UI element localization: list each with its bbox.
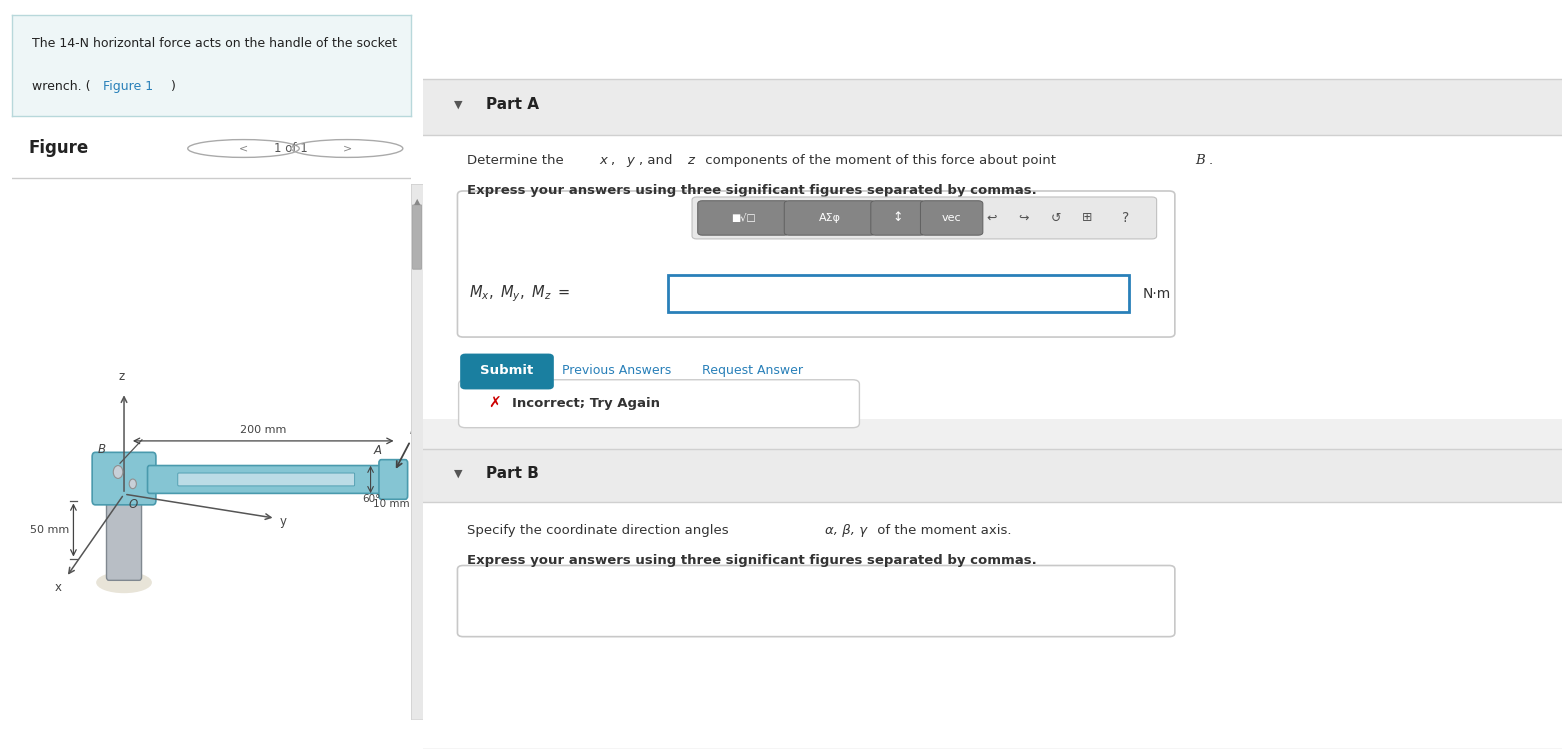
- Text: N·m: N·m: [1143, 287, 1172, 300]
- Text: Express your answers using three significant figures separated by commas.: Express your answers using three signifi…: [467, 554, 1036, 567]
- FancyBboxPatch shape: [870, 201, 925, 235]
- Text: ?: ?: [1122, 211, 1129, 225]
- FancyBboxPatch shape: [461, 354, 553, 389]
- FancyBboxPatch shape: [423, 79, 1562, 135]
- Text: ↺: ↺: [1051, 211, 1061, 225]
- Text: >: >: [342, 144, 351, 154]
- Text: F: F: [409, 424, 417, 437]
- Text: ↕: ↕: [892, 211, 903, 225]
- Text: B: B: [97, 443, 105, 456]
- Text: Previous Answers: Previous Answers: [562, 364, 672, 377]
- FancyBboxPatch shape: [692, 197, 1156, 239]
- Text: O: O: [128, 497, 137, 511]
- FancyBboxPatch shape: [458, 565, 1175, 637]
- FancyBboxPatch shape: [423, 449, 1562, 502]
- Text: Express your answers using three significant figures separated by commas.: Express your answers using three signifi…: [467, 184, 1036, 196]
- FancyBboxPatch shape: [423, 502, 1562, 749]
- Text: Specify the coordinate direction angles: Specify the coordinate direction angles: [467, 524, 733, 537]
- Text: Figure: Figure: [28, 139, 89, 157]
- FancyBboxPatch shape: [147, 466, 390, 494]
- Text: z: z: [119, 370, 125, 383]
- Text: x: x: [600, 154, 608, 166]
- FancyBboxPatch shape: [380, 460, 408, 500]
- Text: of the moment axis.: of the moment axis.: [873, 524, 1012, 537]
- Text: ↩: ↩: [987, 211, 997, 225]
- Text: wrench. (: wrench. (: [33, 79, 91, 93]
- Circle shape: [114, 466, 123, 479]
- Text: ▲: ▲: [414, 197, 420, 206]
- FancyBboxPatch shape: [669, 275, 1129, 312]
- Ellipse shape: [97, 571, 152, 593]
- Text: x: x: [55, 581, 62, 595]
- Text: α, β, γ: α, β, γ: [825, 524, 867, 537]
- Text: ■√□: ■√□: [731, 213, 756, 223]
- Text: y: y: [626, 154, 634, 166]
- Text: Part B: Part B: [486, 466, 539, 481]
- Text: A: A: [373, 443, 381, 457]
- Text: ↪: ↪: [1018, 211, 1029, 225]
- Text: Submit: Submit: [480, 364, 533, 377]
- Text: ▼: ▼: [455, 468, 462, 479]
- FancyBboxPatch shape: [412, 205, 422, 269]
- FancyBboxPatch shape: [920, 201, 982, 235]
- Text: , and: , and: [639, 154, 676, 166]
- Text: 50 mm: 50 mm: [30, 525, 69, 535]
- Text: ▼: ▼: [455, 100, 462, 110]
- Text: $M_x,\ M_y,\ M_z\ =$: $M_x,\ M_y,\ M_z\ =$: [469, 283, 570, 304]
- Text: Request Answer: Request Answer: [703, 364, 803, 377]
- Text: ✗: ✗: [489, 396, 501, 411]
- Circle shape: [130, 479, 136, 488]
- Text: 10 mm: 10 mm: [373, 500, 409, 509]
- FancyBboxPatch shape: [784, 201, 875, 235]
- Text: vec: vec: [942, 213, 962, 223]
- Text: components of the moment of this force about point: components of the moment of this force a…: [701, 154, 1061, 166]
- FancyBboxPatch shape: [458, 191, 1175, 337]
- FancyBboxPatch shape: [423, 135, 1562, 419]
- Text: z: z: [687, 154, 695, 166]
- Text: 60°: 60°: [362, 494, 381, 504]
- Text: The 14-​N horizontal force acts on the handle of the socket: The 14-​N horizontal force acts on the h…: [33, 37, 397, 50]
- Text: Incorrect; Try Again: Incorrect; Try Again: [512, 397, 661, 410]
- Text: ⊞: ⊞: [1082, 211, 1093, 225]
- Text: ): ): [170, 79, 175, 93]
- Text: y: y: [280, 515, 287, 529]
- Text: .: .: [1209, 154, 1214, 166]
- FancyBboxPatch shape: [698, 201, 789, 235]
- Text: <: <: [239, 144, 248, 154]
- Text: Determine the: Determine the: [467, 154, 567, 166]
- Text: ,: ,: [611, 154, 620, 166]
- FancyBboxPatch shape: [92, 452, 156, 505]
- Text: ΑΣφ: ΑΣφ: [818, 213, 840, 223]
- FancyBboxPatch shape: [423, 0, 1562, 79]
- FancyBboxPatch shape: [106, 502, 142, 580]
- Text: 200 mm: 200 mm: [241, 425, 286, 435]
- Text: Figure 1: Figure 1: [103, 79, 153, 93]
- Text: 1 of 1: 1 of 1: [275, 142, 308, 155]
- FancyBboxPatch shape: [459, 380, 859, 428]
- FancyBboxPatch shape: [178, 473, 355, 486]
- Text: Part A: Part A: [486, 97, 539, 112]
- Text: B: B: [1195, 154, 1206, 166]
